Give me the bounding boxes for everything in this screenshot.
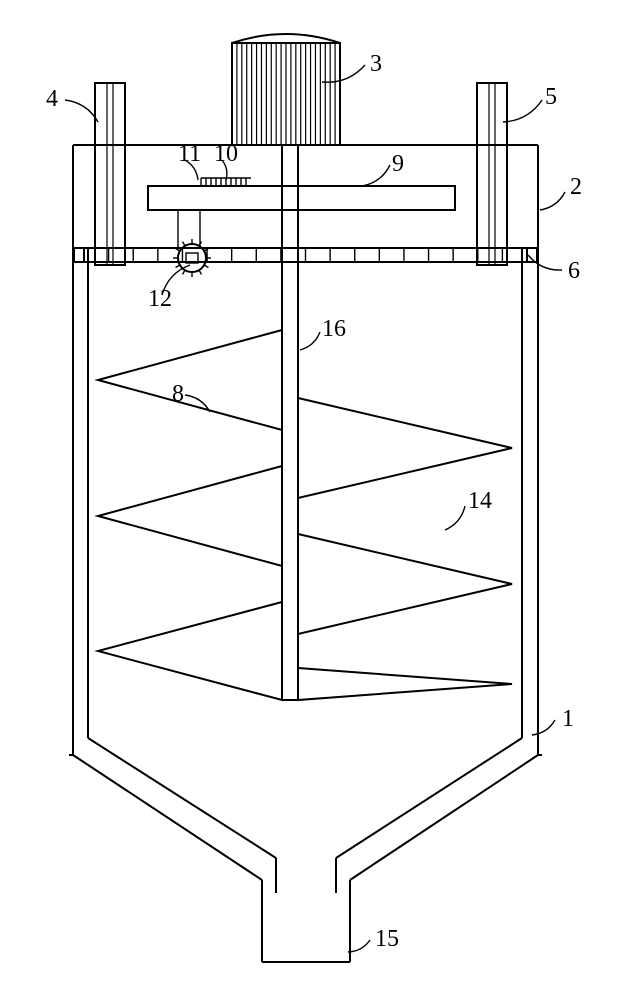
diagram-canvas: 3 4 5 2 9 10 11 6 12 16 8 14 1 15 [0, 0, 622, 1000]
callout-label-12: 12 [148, 286, 172, 313]
callout-label-5: 5 [545, 84, 557, 111]
schematic-svg [0, 0, 622, 1000]
callout-label-16: 16 [322, 316, 346, 343]
callout-label-14: 14 [468, 488, 492, 515]
callout-label-9: 9 [392, 151, 404, 178]
callout-label-6: 6 [568, 258, 580, 285]
callout-label-11: 11 [178, 141, 201, 168]
callout-label-4: 4 [46, 86, 58, 113]
callout-label-15: 15 [375, 926, 399, 953]
callout-label-2: 2 [570, 174, 582, 201]
callout-label-8: 8 [172, 381, 184, 408]
callout-label-1: 1 [562, 706, 574, 733]
callout-label-10: 10 [214, 141, 238, 168]
callout-label-3: 3 [370, 51, 382, 78]
